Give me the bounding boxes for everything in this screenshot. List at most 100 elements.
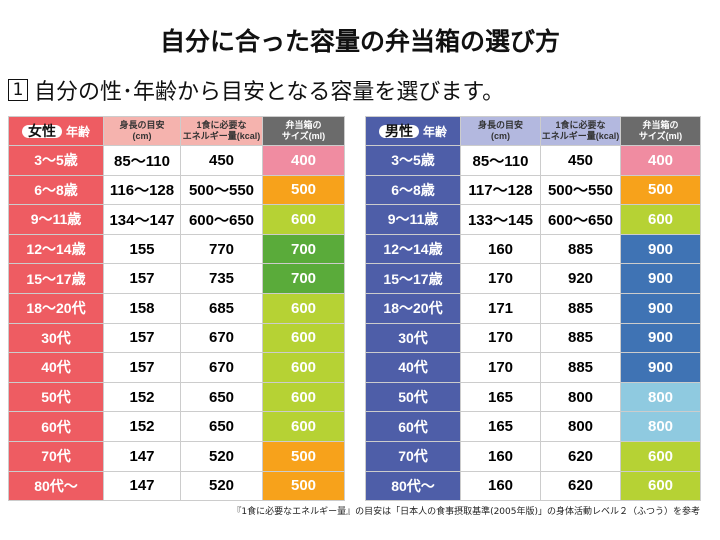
size-cell: 900 — [620, 322, 701, 354]
size-cell: 500 — [620, 174, 701, 206]
age-cell: 9～11歳 — [365, 204, 461, 235]
table-row: 40代 157 670 600 — [8, 352, 345, 383]
energy-cell: 685 — [180, 292, 263, 324]
size-cell: 400 — [620, 145, 701, 176]
age-cell: 3～5歳 — [365, 145, 461, 176]
energy-cell: 620 — [540, 470, 621, 502]
energy-cell: 670 — [180, 352, 263, 383]
age-label: 年齢 — [422, 124, 447, 139]
height-cell: 160 — [460, 233, 541, 265]
size-cell: 500 — [262, 440, 345, 472]
size-cell: 600 — [620, 470, 701, 502]
height-cell: 85～110 — [460, 145, 541, 176]
age-cell: 9～11歳 — [8, 204, 104, 235]
gender-badge: 男性 — [378, 124, 419, 138]
step-instruction: 1 自分の性･年齢から目安となる容量を選びます。 — [8, 74, 504, 106]
table-row: 3～5歳 85～110 450 400 — [8, 145, 345, 176]
header-height: 身長の目安 (cm) — [460, 116, 541, 146]
height-cell: 165 — [460, 381, 541, 413]
age-cell: 15～17歳 — [8, 263, 104, 294]
step-text: 自分の性･年齢から目安となる容量を選びます。 — [34, 80, 505, 105]
height-cell: 158 — [103, 292, 181, 324]
age-cell: 60代 — [365, 411, 461, 442]
header-size: 弁当箱の サイズ(ml) — [620, 116, 701, 146]
table-row: 18～20代 171 885 900 — [365, 292, 701, 324]
table-row: 80代～ 160 620 600 — [365, 470, 701, 502]
energy-cell: 600～650 — [180, 204, 263, 235]
age-cell: 60代 — [8, 411, 104, 442]
age-cell: 80代～ — [8, 470, 104, 502]
energy-cell: 885 — [540, 233, 621, 265]
table-row: 50代 152 650 600 — [8, 381, 345, 413]
energy-cell: 650 — [180, 411, 263, 442]
energy-cell: 620 — [540, 440, 621, 472]
age-label: 年齢 — [65, 124, 90, 139]
table-row: 60代 152 650 600 — [8, 411, 345, 442]
age-cell: 50代 — [365, 381, 461, 413]
age-cell: 30代 — [365, 322, 461, 354]
height-cell: 170 — [460, 352, 541, 383]
energy-cell: 650 — [180, 381, 263, 413]
page-title: 自分に合った容量の弁当箱の選び方 — [159, 27, 560, 56]
size-cell: 600 — [262, 352, 345, 383]
footnote: 『1食に必要なエネルギー量』の目安は「日本人の食事摂取基準(2005年版)」の身… — [232, 507, 700, 517]
gender-badge: 女性 — [21, 124, 62, 138]
size-cell: 700 — [262, 263, 345, 294]
energy-cell: 885 — [540, 292, 621, 324]
table-row: 9～11歳 133～145 600～650 600 — [365, 204, 701, 235]
header-age: 女性 年齢 — [8, 116, 104, 146]
table-row: 3～5歳 85～110 450 400 — [365, 145, 701, 176]
size-cell: 700 — [262, 233, 345, 265]
height-cell: 134～147 — [103, 204, 181, 235]
size-cell: 900 — [620, 233, 701, 265]
height-cell: 171 — [460, 292, 541, 324]
age-cell: 18～20代 — [365, 292, 461, 324]
energy-cell: 920 — [540, 263, 621, 294]
step-number: 1 — [8, 79, 28, 101]
height-cell: 165 — [460, 411, 541, 442]
size-cell: 900 — [620, 263, 701, 294]
height-cell: 170 — [460, 263, 541, 294]
size-cell: 900 — [620, 292, 701, 324]
energy-cell: 670 — [180, 322, 263, 354]
energy-cell: 800 — [540, 411, 621, 442]
size-cell: 500 — [262, 470, 345, 502]
age-cell: 12～14歳 — [365, 233, 461, 265]
table-row: 30代 157 670 600 — [8, 322, 345, 354]
age-cell: 15～17歳 — [365, 263, 461, 294]
height-cell: 157 — [103, 263, 181, 294]
size-cell: 600 — [620, 440, 701, 472]
height-cell: 116～128 — [103, 174, 181, 206]
age-cell: 6～8歳 — [8, 174, 104, 206]
size-cell: 500 — [262, 174, 345, 206]
energy-cell: 520 — [180, 440, 263, 472]
age-cell: 70代 — [365, 440, 461, 472]
height-cell: 155 — [103, 233, 181, 265]
male-table: 男性 年齢 身長の目安 (cm) 1食に必要な エネルギー量(kcal) 弁当箱の… — [365, 116, 701, 502]
table-row: 15～17歳 157 735 700 — [8, 263, 345, 294]
table-row: 70代 160 620 600 — [365, 440, 701, 472]
table-row: 60代 165 800 800 — [365, 411, 701, 442]
size-cell: 800 — [620, 381, 701, 413]
age-cell: 70代 — [8, 440, 104, 472]
energy-cell: 450 — [180, 145, 263, 176]
size-cell: 600 — [262, 204, 345, 235]
size-cell: 600 — [620, 204, 701, 235]
energy-cell: 500～550 — [540, 174, 621, 206]
height-cell: 157 — [103, 322, 181, 354]
height-cell: 85～110 — [103, 145, 181, 176]
table-row: 30代 170 885 900 — [365, 322, 701, 354]
energy-cell: 450 — [540, 145, 621, 176]
table-row: 6～8歳 117～128 500～550 500 — [365, 174, 701, 206]
table-row: 12～14歳 155 770 700 — [8, 233, 345, 265]
size-cell: 600 — [262, 322, 345, 354]
table-row: 9～11歳 134～147 600～650 600 — [8, 204, 345, 235]
energy-cell: 600～650 — [540, 204, 621, 235]
size-cell: 600 — [262, 381, 345, 413]
energy-cell: 770 — [180, 233, 263, 265]
energy-cell: 520 — [180, 470, 263, 502]
height-cell: 117～128 — [460, 174, 541, 206]
size-cell: 600 — [262, 292, 345, 324]
size-cell: 600 — [262, 411, 345, 442]
age-cell: 40代 — [8, 352, 104, 383]
